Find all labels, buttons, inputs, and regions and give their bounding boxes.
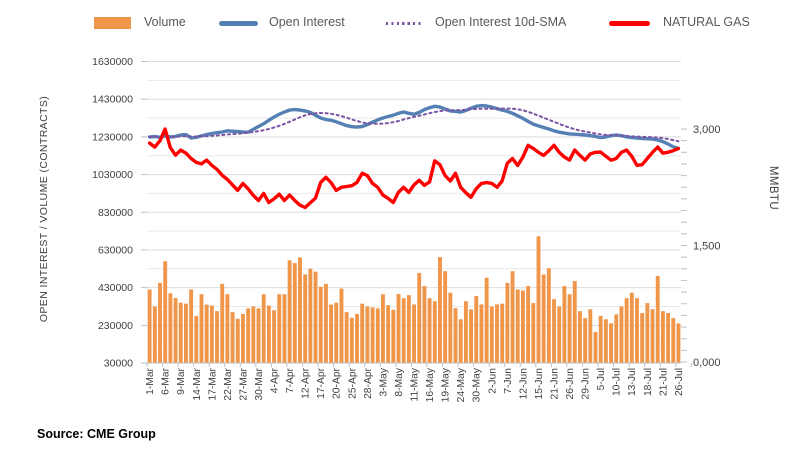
legend-label-open-interest-sma: Open Interest 10d-SMA — [435, 15, 567, 29]
svg-text:16-May: 16-May — [425, 367, 436, 402]
svg-text:17-Mar: 17-Mar — [207, 367, 218, 400]
chart-canvas: 1630000 1430000 1230000 1030000 830000 630000… — [92, 56, 721, 402]
svg-text:1,500: 1,500 — [693, 241, 721, 253]
open-interest-sma-line — [148, 107, 680, 143]
svg-text:17-Apr: 17-Apr — [316, 367, 327, 398]
svg-text:4-Apr: 4-Apr — [270, 367, 281, 393]
svg-text:12-Jun: 12-Jun — [518, 368, 529, 400]
svg-text:9-Mar: 9-Mar — [176, 367, 187, 394]
svg-text:11-May: 11-May — [410, 367, 421, 401]
svg-text:1030000: 1030000 — [92, 169, 133, 181]
right-axis-ticks — [681, 128, 687, 363]
svg-text:19-May: 19-May — [441, 367, 452, 402]
svg-text:25-Apr: 25-Apr — [347, 367, 358, 398]
svg-text:18-Jul: 18-Jul — [643, 368, 654, 396]
svg-text:15-Jun: 15-Jun — [534, 368, 545, 400]
svg-text:20-Apr: 20-Apr — [332, 367, 343, 398]
svg-text:430000: 430000 — [98, 282, 133, 294]
svg-text:7-Jun: 7-Jun — [503, 368, 514, 394]
legend-label-volume: Volume — [144, 15, 186, 29]
svg-text:230000: 230000 — [98, 320, 133, 332]
svg-text:26-Jun: 26-Jun — [565, 368, 576, 400]
left-axis-ticks — [141, 61, 147, 364]
volume-swatch — [94, 17, 131, 29]
legend-label-natural-gas: NATURAL GAS — [663, 15, 750, 29]
svg-text:30-Mar: 30-Mar — [254, 367, 265, 400]
svg-text:3,000: 3,000 — [693, 124, 721, 136]
right-axis-tick-labels: 3,000 1,500 0,000 — [693, 124, 721, 369]
natural-gas-swatch — [609, 21, 650, 26]
x-axis-tick-labels: 1-Mar 6-Mar 9-Mar 14-Mar 17-Mar 22-Mar 27-Mar 3… — [145, 367, 685, 402]
legend-label-open-interest: Open Interest — [269, 15, 345, 29]
open-interest-sma-swatch — [386, 22, 423, 25]
svg-text:30-May: 30-May — [472, 367, 483, 402]
svg-text:24-May: 24-May — [456, 367, 467, 402]
svg-text:21-Jul: 21-Jul — [658, 368, 669, 396]
source-note: Source: CME Group — [37, 427, 156, 441]
svg-text:1-Mar: 1-Mar — [145, 367, 156, 394]
svg-text:1430000: 1430000 — [92, 94, 133, 106]
svg-text:27-Mar: 27-Mar — [238, 367, 249, 400]
svg-text:28-Apr: 28-Apr — [363, 367, 374, 398]
volume-bars — [147, 236, 681, 363]
svg-text:830000: 830000 — [98, 207, 133, 219]
svg-text:6-Mar: 6-Mar — [161, 367, 172, 394]
open-interest-line — [147, 103, 681, 151]
svg-text:21-Jun: 21-Jun — [549, 368, 560, 400]
svg-text:30000: 30000 — [104, 358, 133, 370]
open-interest-swatch — [219, 21, 258, 26]
svg-text:13-Jul: 13-Jul — [627, 368, 638, 396]
svg-text:7-Apr: 7-Apr — [285, 367, 296, 393]
x-axis-ticks — [146, 363, 692, 367]
svg-text:5-Jul: 5-Jul — [596, 368, 607, 390]
svg-text:630000: 630000 — [98, 244, 133, 256]
svg-text:1630000: 1630000 — [92, 56, 133, 68]
natural-gas-line — [147, 127, 681, 210]
svg-text:2-Jun: 2-Jun — [487, 368, 498, 394]
svg-text:0,000: 0,000 — [693, 357, 721, 369]
svg-text:12-Apr: 12-Apr — [301, 367, 312, 398]
svg-text:14-Mar: 14-Mar — [192, 367, 203, 400]
svg-text:10-Jul: 10-Jul — [612, 368, 623, 396]
svg-text:22-Mar: 22-Mar — [223, 367, 234, 400]
left-axis-tick-labels: 1630000 1430000 1230000 1030000 830000 630000… — [92, 56, 133, 370]
svg-text:29-Jun: 29-Jun — [581, 368, 592, 400]
svg-text:8-May: 8-May — [394, 367, 405, 396]
svg-text:3-May: 3-May — [378, 367, 389, 396]
svg-text:26-Jul: 26-Jul — [674, 368, 685, 396]
svg-text:1230000: 1230000 — [92, 131, 133, 143]
